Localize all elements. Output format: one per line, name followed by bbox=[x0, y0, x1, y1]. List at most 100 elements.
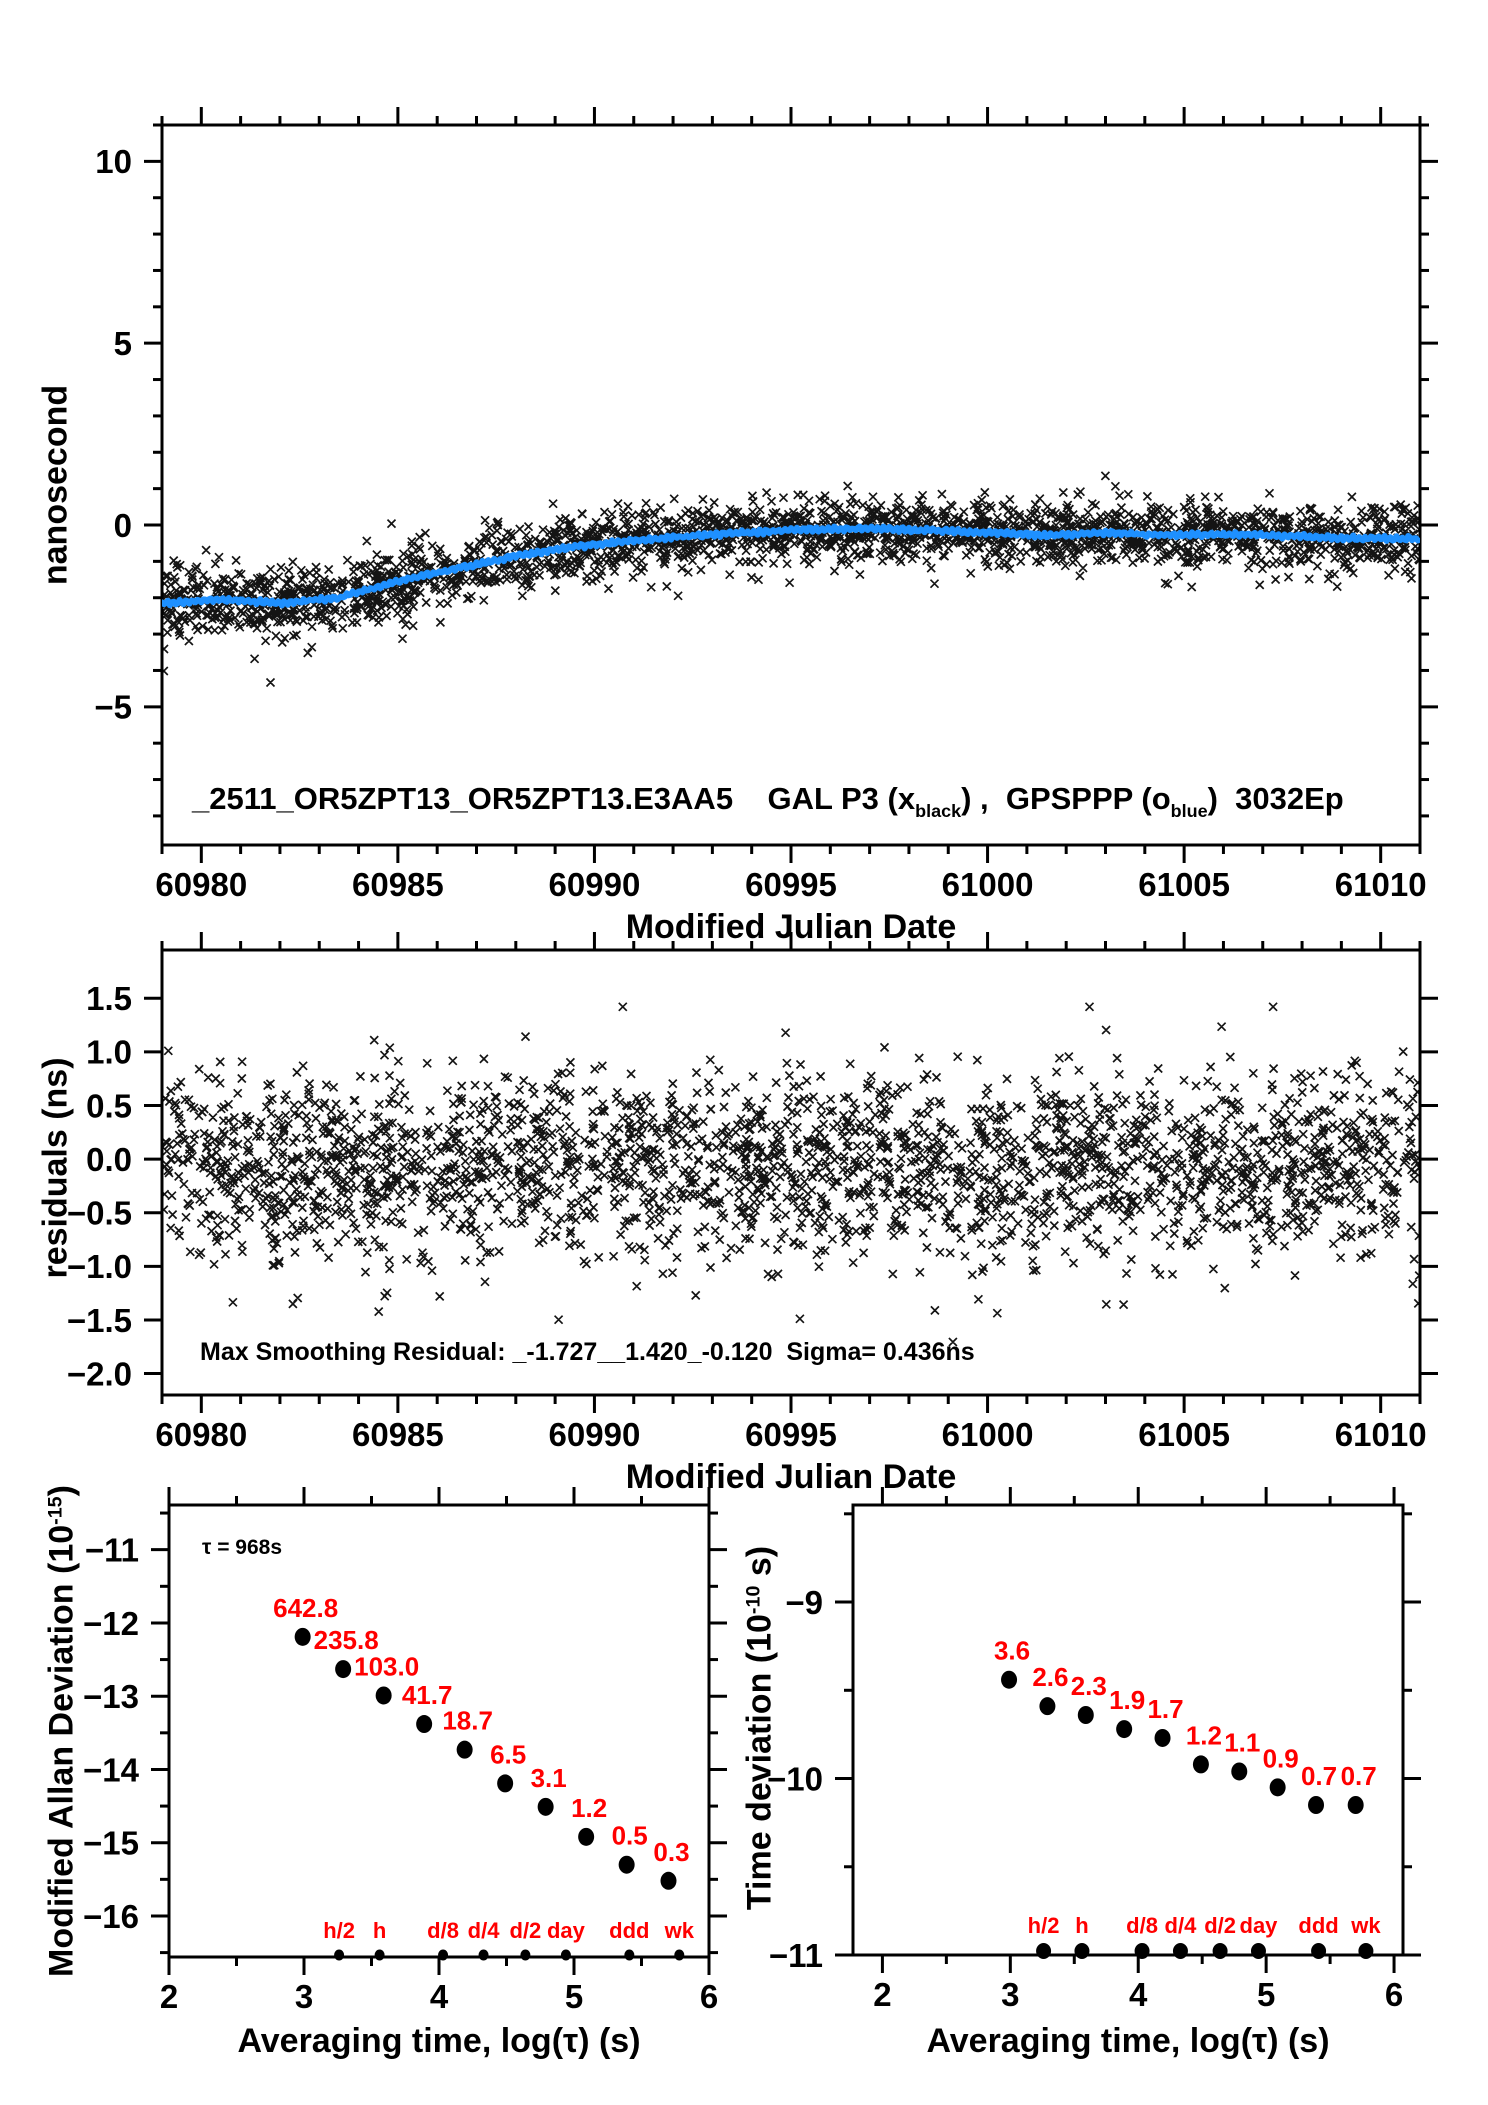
phase-chart: 60980 60985 60990 60995 61000 61005 61010 10 5 0 −… bbox=[94, 107, 1438, 903]
phase-x-tick-label: 60980 bbox=[155, 866, 247, 903]
mdev-data-point bbox=[618, 1855, 635, 1874]
top-x-axis-label: Modified Julian Date bbox=[625, 908, 957, 946]
residuals-y-tick-label: −0.5 bbox=[67, 1195, 132, 1232]
mdev-x-tick-label: 5 bbox=[565, 1978, 583, 2015]
residuals-y-tick-label: −1.0 bbox=[67, 1248, 132, 1285]
residuals-x-tick-label: 60980 bbox=[155, 1416, 247, 1453]
mdev-y-tick-label: −12 bbox=[83, 1605, 139, 1642]
time-marker-dot bbox=[560, 1949, 571, 1961]
tdev-data-point bbox=[1192, 1755, 1209, 1774]
time-marker-dot bbox=[334, 1949, 345, 1961]
residuals-x-tick-label: 60990 bbox=[549, 1416, 641, 1453]
residuals-y-tick-label: −1.5 bbox=[67, 1302, 132, 1339]
mdev-x-tick-label: 6 bbox=[700, 1978, 718, 2015]
time-marker-label: d/8 bbox=[1126, 1913, 1158, 1938]
tau-annotation: τ = 968s bbox=[202, 1536, 283, 1559]
tdev-value-label: 1.7 bbox=[1147, 1694, 1183, 1724]
tdev-x-axis-label: Averaging time, log(τ) (s) bbox=[926, 2022, 1330, 2060]
time-marker-label: h/2 bbox=[1028, 1913, 1060, 1938]
tdev-data-point bbox=[1039, 1697, 1056, 1716]
tdev-value-label: 0.7 bbox=[1341, 1761, 1377, 1791]
phase-x-tick-label: 61000 bbox=[942, 866, 1034, 903]
phase-plot-frame bbox=[160, 123, 1422, 847]
tdev-data-point bbox=[1001, 1670, 1018, 1689]
time-marker-dot bbox=[624, 1949, 635, 1961]
phase-y-tick-label: 5 bbox=[114, 325, 132, 362]
residuals-chart: 60980 60985 60990 60995 61000 61005 61010 1.5 1.… bbox=[67, 932, 1438, 1453]
residuals-scatter-points bbox=[162, 1002, 1420, 1347]
tdev-value-label: 1.2 bbox=[1186, 1720, 1222, 1750]
tdev-value-label: 1.9 bbox=[1109, 1685, 1145, 1715]
phase-x-tick-label: 60990 bbox=[549, 866, 641, 903]
mdev-exponent: -15 bbox=[44, 1496, 67, 1525]
gpsppp-smoothed-line bbox=[162, 523, 1420, 609]
mdev-y-tick-label: −13 bbox=[83, 1678, 139, 1715]
residuals-x-tick-label: 61005 bbox=[1138, 1416, 1230, 1453]
phase-axis-ticks bbox=[144, 107, 1438, 863]
tdev-chart: 2 3 4 5 6−9−10−113.62.6 2.3 1.9 1.71.2 1.10.90.7… bbox=[767, 1487, 1421, 2013]
mdev-value-label: 0.5 bbox=[612, 1821, 648, 1851]
tdev-data-point bbox=[1231, 1762, 1248, 1781]
time-marker-label: d/2 bbox=[1204, 1913, 1236, 1938]
time-marker-label: h/2 bbox=[323, 1918, 355, 1943]
top-y-axis-label: nanosecond bbox=[36, 384, 75, 586]
tdev-axis-ticks bbox=[835, 1487, 1421, 1973]
max-smoothing-residual-annotation: Max Smoothing Residual: _-1.727__1.420_-… bbox=[200, 1338, 975, 1366]
residuals-y-tick-label: 0.0 bbox=[86, 1141, 132, 1178]
mdev-y-tick-label: −16 bbox=[83, 1898, 139, 1935]
time-marker-label: d/4 bbox=[1165, 1913, 1198, 1938]
phase-y-tick-label: 0 bbox=[114, 507, 132, 544]
tdev-x-tick-label: 4 bbox=[1129, 1976, 1148, 2013]
mdev-y-tick-label: −14 bbox=[83, 1751, 140, 1788]
tdev-x-tick-label: 6 bbox=[1385, 1976, 1403, 2013]
tdev-data-point bbox=[1308, 1796, 1325, 1814]
mdev-x-axis-label: Averaging time, log(τ) (s) bbox=[237, 2022, 641, 2060]
time-marker-dot bbox=[438, 1949, 449, 1961]
tdev-plot-frame bbox=[851, 1503, 1405, 1957]
tdev-data-point bbox=[1077, 1706, 1094, 1724]
mdev-x-tick-label: 4 bbox=[430, 1978, 449, 2015]
residuals-y-tick-label: 0.5 bbox=[86, 1087, 132, 1124]
residuals-y-tick-label: −2.0 bbox=[67, 1355, 132, 1392]
tdev-value-label: 1.1 bbox=[1224, 1727, 1260, 1757]
time-marker-dot bbox=[520, 1949, 531, 1961]
time-marker-label: wk bbox=[664, 1918, 695, 1943]
mdev-data-point bbox=[294, 1627, 311, 1646]
time-marker-label: h bbox=[1075, 1913, 1088, 1938]
time-marker-dot bbox=[1172, 1943, 1188, 1959]
title-session-id: _2511_OR5ZPT13_OR5ZPT13.E3AA5 bbox=[192, 781, 734, 816]
time-marker-label: ddd bbox=[609, 1918, 649, 1943]
residuals-y-tick-label: 1.5 bbox=[86, 980, 132, 1017]
tdev-value-label: 2.3 bbox=[1071, 1671, 1107, 1701]
time-marker-dot bbox=[1134, 1943, 1150, 1959]
mdev-value-label: 103.0 bbox=[354, 1651, 419, 1681]
mdev-x-tick-label: 3 bbox=[295, 1978, 313, 2015]
mdev-data-point bbox=[335, 1660, 352, 1679]
tdev-value-label: 3.6 bbox=[994, 1636, 1030, 1666]
tdev-y-tick-label: −9 bbox=[785, 1584, 823, 1621]
tdev-y-tick-label: −11 bbox=[769, 1937, 823, 1974]
mdev-data-point bbox=[375, 1686, 392, 1705]
mdev-data-point bbox=[578, 1827, 595, 1846]
tdev-data-point bbox=[1116, 1720, 1133, 1739]
residuals-y-axis-label: residuals (ns) bbox=[36, 1057, 75, 1279]
mdev-value-label: 3.1 bbox=[531, 1763, 567, 1793]
title-gal-series: GAL P3 (x bbox=[767, 781, 916, 816]
time-marker-dot bbox=[1311, 1943, 1327, 1959]
mdev-plot-frame bbox=[167, 1503, 711, 1959]
time-marker-label: wk bbox=[1350, 1913, 1381, 1938]
phase-x-tick-label: 61005 bbox=[1138, 866, 1230, 903]
tdev-value-label: 2.6 bbox=[1032, 1662, 1068, 1692]
residuals-y-tick-label: 1.0 bbox=[86, 1034, 132, 1071]
time-marker-dot bbox=[674, 1949, 685, 1961]
tdev-data-point bbox=[1269, 1778, 1286, 1797]
tdev-y-axis-label: Time deviation (10-10 s) bbox=[740, 1545, 779, 1911]
residuals-x-tick-label: 61000 bbox=[942, 1416, 1034, 1453]
time-marker-label: d/4 bbox=[468, 1918, 501, 1943]
tdev-data-point bbox=[1154, 1728, 1171, 1747]
residuals-x-axis-label: Modified Julian Date bbox=[625, 1458, 957, 1496]
time-marker-dot bbox=[1358, 1943, 1374, 1959]
time-marker-label: day bbox=[547, 1918, 586, 1943]
